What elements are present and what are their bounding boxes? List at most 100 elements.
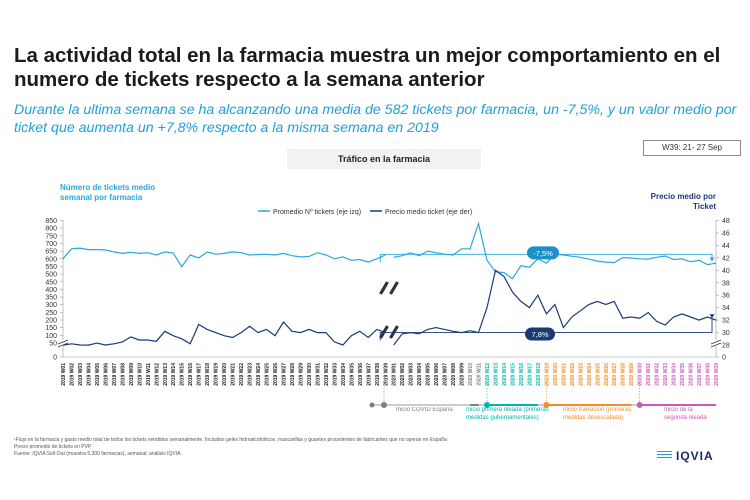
x-tick-label: 2020 W09 [460,363,466,386]
x-tick-label: 2019 W37 [366,363,372,386]
axis-break-mark [710,342,722,348]
left-axis-title: Número de tickets medio semanal por farm… [60,183,156,202]
x-tick-label: 2020 W08 [451,363,457,386]
x-tick-label: 2020 W20 [553,363,559,386]
x-tick-label: 2019 W06 [103,363,109,386]
x-tick-label: 2019 W07 [112,363,118,386]
x-tick-label: 2020 W10 [468,363,474,386]
legend-price-label: Precio medio ticket (eje der) [385,209,472,216]
left-tick-label: 150 [45,325,57,332]
x-tick-label: 2020 W14 [502,363,508,386]
x-tick-label: 2020 W17 [527,363,533,386]
footnote-1: ¹Flujo en la farmacia y gasto medio tota… [14,437,447,443]
x-tick-label: 2020 W30 [638,363,644,386]
x-tick-label: 2019 W29 [298,363,304,386]
tickets-change-bubble [527,246,559,260]
left-tick-label: 350 [45,295,57,302]
price-change-label: 7,8% [531,330,548,339]
left-tick-label: 750 [45,233,57,240]
x-tick-label: 2020 W23 [578,363,584,386]
price-change-bubble [525,327,555,341]
x-tick-label: 2020 W06 [434,363,440,386]
phase-label: Inicio transición (primeras medidas dese… [563,407,632,421]
right-tick-label: 36 [722,293,730,300]
phase-label-box: Inicio COVID España [396,407,453,413]
timeline-dot-icon [381,402,387,408]
x-tick-label: 2020 W16 [519,363,525,386]
phase-label-box: Inicio transición (primeras medidas dese… [563,407,632,421]
x-tick-label: 2020 W04 [417,363,423,386]
x-tick-label: 2019 W30 [307,363,313,386]
page-title: La actividad total en la farmacia muestr… [14,44,721,91]
x-tick-label: 2020 W07 [443,363,449,386]
left-tick-label: 500 [45,272,57,279]
left-tick-label: 0 [53,355,57,362]
x-tick-label: 2020 W24 [587,363,593,386]
price-series-line [62,321,386,346]
x-tick-label: 2019 W01 [61,363,67,386]
left-tick-label: 450 [45,279,57,286]
phase-label-box: Inicio de la segunda oleada [664,407,707,421]
year-break-slash [379,281,389,295]
x-tick-label: 2020 W26 [604,363,610,386]
x-tick-label: 2019 W08 [120,363,126,386]
x-tick-label: 2019 W22 [239,363,245,386]
x-tick-label: 2020 W02 [400,363,406,386]
price-series-line [393,269,717,346]
x-tick-label: 2019 W18 [205,363,211,386]
x-tick-label: 2019 W39 [383,363,389,386]
x-tick-label: 2020 W03 [409,363,415,386]
x-tick-label: 2019 W03 [78,363,84,386]
tickets-change-label: -7,5% [533,249,553,258]
x-tick-label: 2020 W11 [477,363,483,386]
right-tick-label: 28 [722,343,730,350]
x-tick-label: 2019 W32 [324,363,330,386]
x-tick-label: 2020 W29 [629,363,635,386]
footnote-2: Precio promedio de tickets en PVP [14,444,92,450]
left-tick-label: 50 [49,341,57,348]
x-tick-label: 2019 W33 [332,363,338,386]
x-tick-label: 2020 W12 [485,363,491,386]
axis-break-gap [711,340,721,346]
left-tick-label: 300 [45,302,57,309]
x-tick-label: 2019 W21 [231,363,237,386]
x-tick-label: 2020 W28 [621,363,627,386]
x-tick-label: 2019 W35 [349,363,355,386]
phase-label-box: Inicio primera oleada (primeras medidas … [466,407,549,421]
x-tick-label: 2020 W36 [689,363,695,386]
logo-lines-icon [657,451,672,461]
x-tick-label: 2020 W18 [536,363,542,386]
x-tick-label: 2019 W23 [248,363,254,386]
x-tick-label: 2019 W11 [146,363,152,386]
x-tick-label: 2020 W15 [510,363,516,386]
x-tick-label: 2020 W25 [595,363,601,386]
right-tick-label: 0 [722,355,726,362]
x-tick-label: 2020 W21 [561,363,567,386]
x-tick-label: 2019 W17 [197,363,203,386]
axis-break-mark [57,339,69,345]
x-tick-label: 2019 W34 [341,363,347,386]
x-tick-label: 2020 W01 [392,363,398,386]
right-tick-label: 32 [722,318,730,325]
x-tick-label: 2020 W13 [494,363,500,386]
left-tick-label: 200 [45,318,57,325]
left-tick-label: 100 [45,333,57,340]
x-tick-label: 2020 W05 [426,363,432,386]
tickets-arrow-icon [709,257,715,262]
tickets-series-line [62,247,386,268]
x-tick-label: 2020 W31 [646,363,652,386]
x-tick-label: 2020 W35 [680,363,686,386]
phase-label: Inicio COVID España [396,407,453,413]
x-tick-label: 2019 W16 [188,363,194,386]
x-tick-label: 2020 W39 [714,363,720,386]
chart-panel-title: Tráfico en la farmacia [287,149,481,169]
left-tick-label: 600 [45,256,57,263]
x-tick-label: 2019 W12 [154,363,160,386]
year-break-slash [389,281,399,295]
left-tick-label: 700 [45,241,57,248]
footnotes: ¹Flujo en la farmacia y gasto medio tota… [14,437,534,458]
x-tick-label: 2020 W27 [612,363,618,386]
page-subtitle: Durante la ultima semana se ha alcanzand… [14,102,737,136]
left-tick-label: 850 [45,218,57,225]
